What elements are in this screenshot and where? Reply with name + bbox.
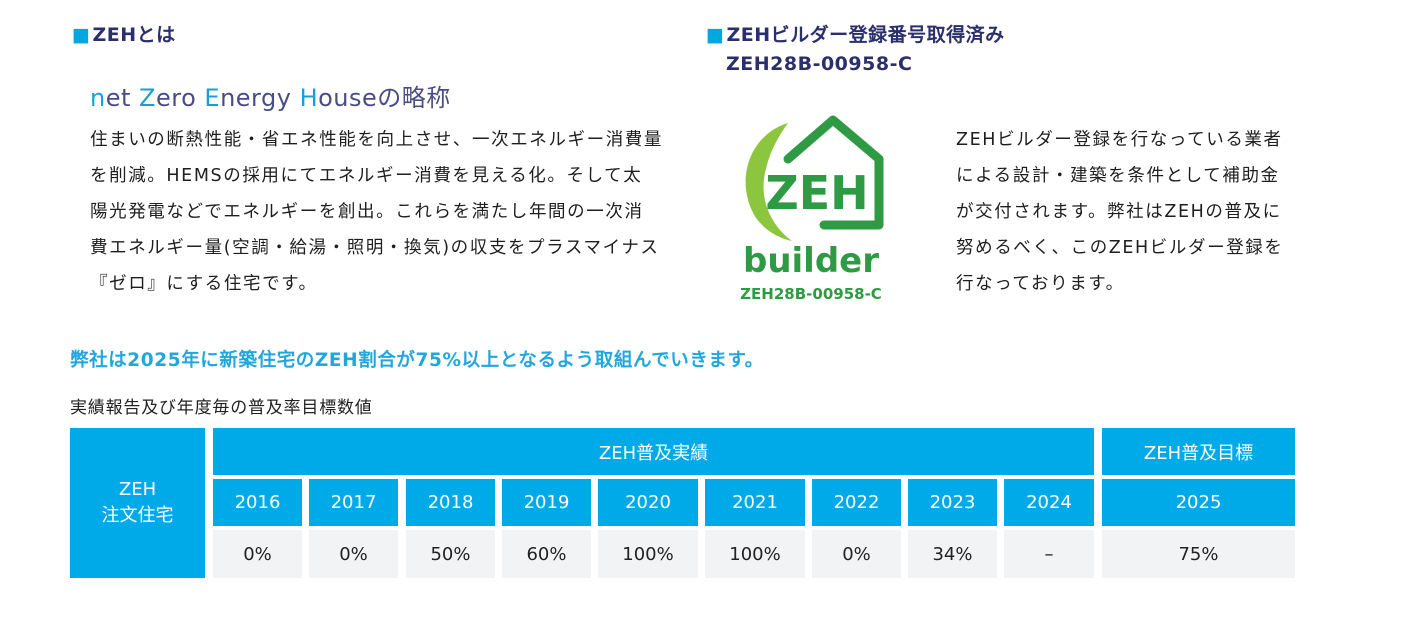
- description-line: による設計・建築を条件として補助金: [956, 166, 1280, 186]
- square-bullet-icon: ■: [72, 24, 91, 46]
- year-cell: 2016: [213, 479, 302, 526]
- value-cell: 34%: [908, 530, 997, 578]
- year-cell: 2019: [502, 479, 591, 526]
- zeh-target-statement: 弊社は2025年に新築住宅のZEH割合が75%以上となるよう取組んでいきます。: [70, 350, 764, 371]
- description-line: 費エネルギー量(空調・給湯・照明・換気)の収支をプラスマイナス: [90, 238, 660, 258]
- description-line: 陽光発電などでエネルギーを創出。これらを満たし年間の一次消: [90, 202, 644, 222]
- logo-code-text: ZEH28B-00958-C: [740, 285, 882, 303]
- results-header: ZEH普及実績: [213, 428, 1094, 475]
- row-label-cell: ZEH 注文住宅: [70, 428, 205, 578]
- table-caption: 実績報告及び年度毎の普及率目標数値: [70, 398, 373, 418]
- year-cell: 2022: [812, 479, 901, 526]
- year-cell: 2017: [309, 479, 398, 526]
- year-cell: 2020: [598, 479, 698, 526]
- value-cell: 0%: [213, 530, 302, 578]
- zeh-builder-number: ZEH28B-00958-C: [726, 53, 913, 75]
- description-line: を削減。HEMSの採用にてエネルギー消費を見える化。そして太: [90, 166, 643, 186]
- zeh-about-title: ■ ZEHとは: [72, 24, 176, 46]
- description-line: 努めるべく、このZEHビルダー登録を: [956, 238, 1284, 258]
- value-cell: 0%: [812, 530, 901, 578]
- logo-builder-text: builder: [743, 241, 879, 281]
- square-bullet-icon: ■: [706, 24, 725, 46]
- zeh-description: 住まいの断熱性能・省エネ性能を向上させ、一次エネルギー消費量 を削減。HEMSの…: [90, 122, 680, 302]
- value-cell: –: [1004, 530, 1094, 578]
- description-line: 『ゼロ』にする住宅です。: [90, 274, 318, 294]
- description-line: 行なっております。: [956, 274, 1125, 294]
- logo-zeh-text: ZEH: [765, 166, 868, 220]
- zeh-builder-logo: ZEH builder ZEH28B-00958-C: [740, 115, 884, 303]
- year-cell: 2024: [1004, 479, 1094, 526]
- value-cell: 60%: [502, 530, 591, 578]
- year-cell: 2021: [705, 479, 805, 526]
- year-cell: 2018: [406, 479, 495, 526]
- description-line: ZEHビルダー登録を行なっている業者: [956, 130, 1283, 150]
- description-line: 住まいの断熱性能・省エネ性能を向上させ、一次エネルギー消費量: [90, 130, 663, 150]
- value-cell: 50%: [406, 530, 495, 578]
- target-header: ZEH普及目標: [1102, 428, 1295, 475]
- year-cell: 2023: [908, 479, 997, 526]
- target-year-cell: 2025: [1102, 479, 1295, 526]
- zeh-builder-description: ZEHビルダー登録を行なっている業者 による設計・建築を条件として補助金 が交付…: [956, 122, 1316, 302]
- value-cell: 0%: [309, 530, 398, 578]
- target-value-cell: 75%: [1102, 530, 1295, 578]
- zeh-definition-heading: net Zero Energy Houseの略称: [90, 84, 451, 112]
- description-line: が交付されます。弊社はZEHの普及に: [956, 202, 1282, 222]
- zeh-builder-title: ■ ZEHビルダー登録番号取得済み: [706, 24, 1005, 46]
- value-cell: 100%: [705, 530, 805, 578]
- value-cell: 100%: [598, 530, 698, 578]
